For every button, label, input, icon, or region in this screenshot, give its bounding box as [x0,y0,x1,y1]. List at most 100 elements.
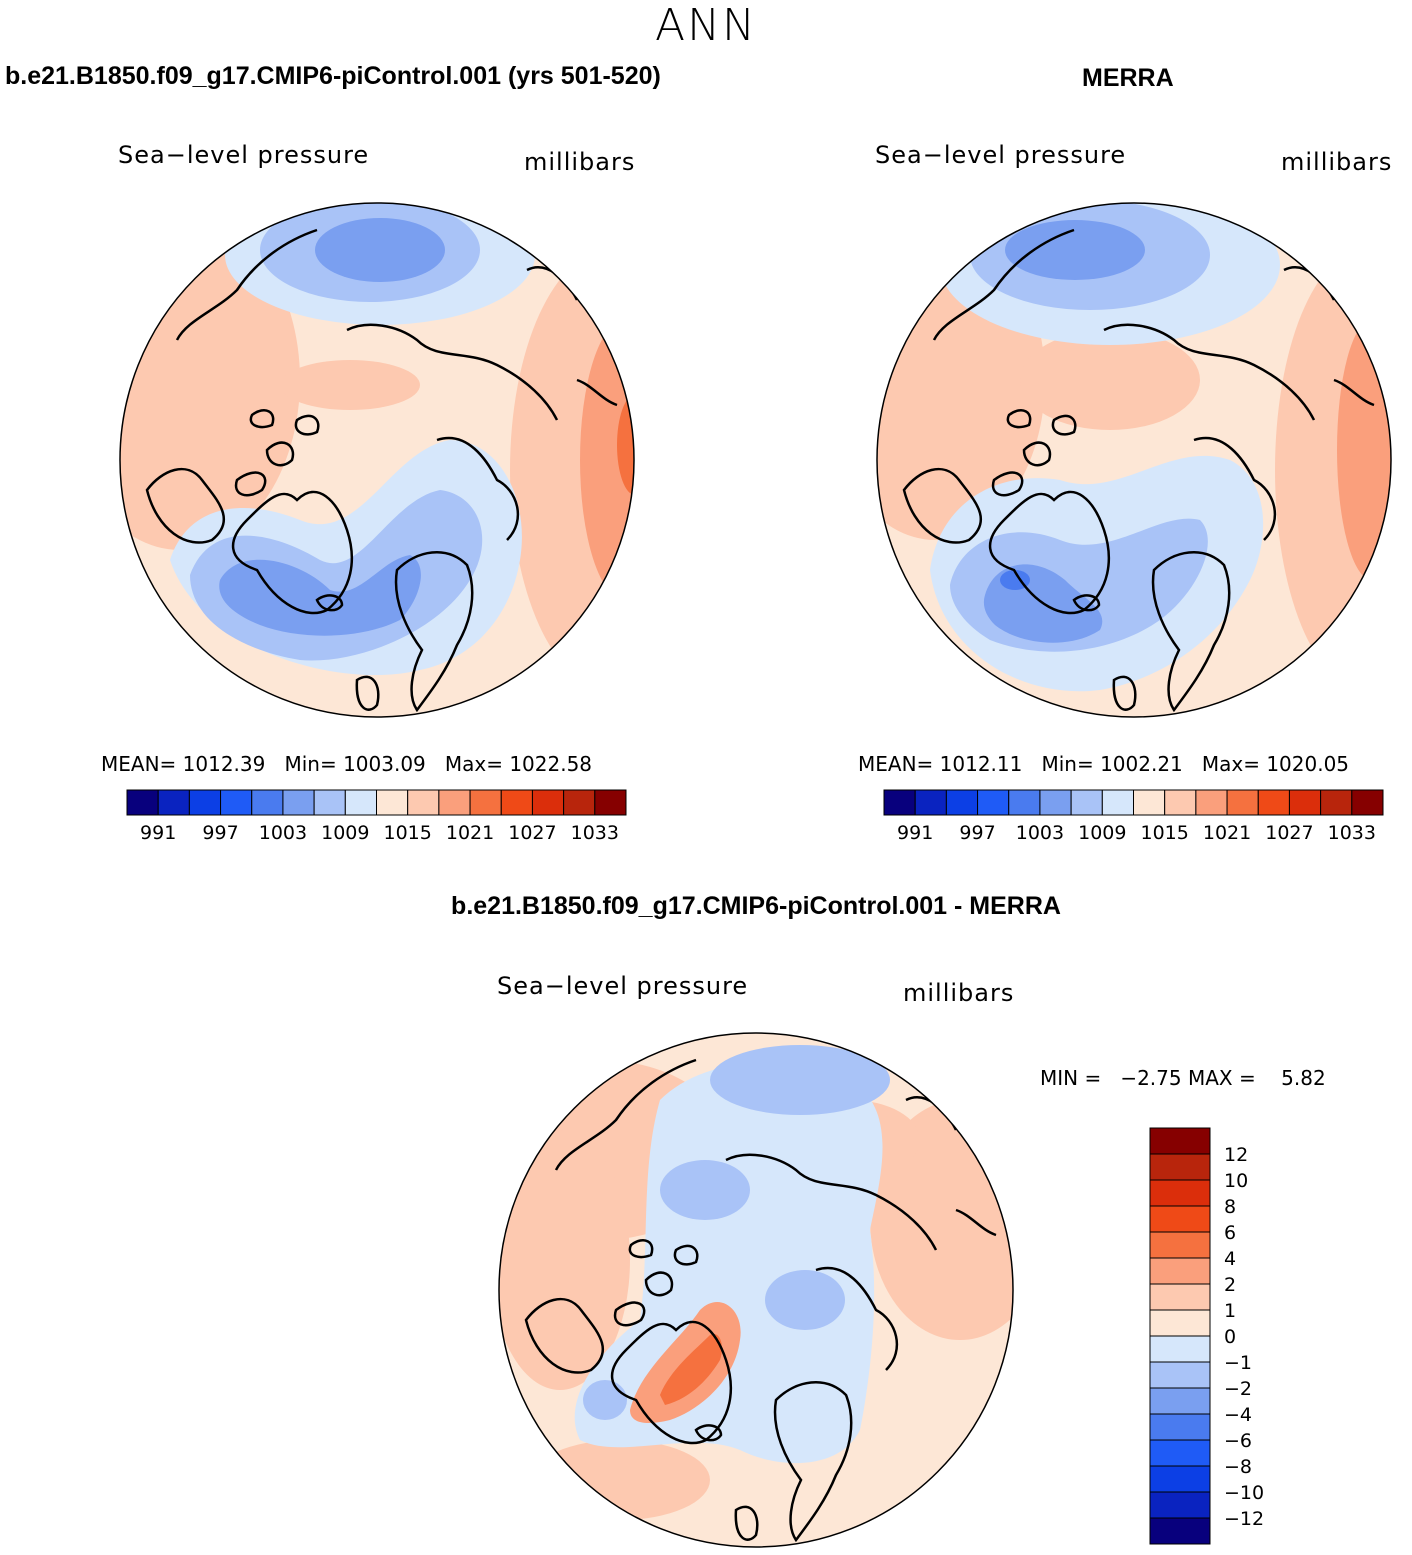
panel-1-colorbar-tick-label: 1021 [446,822,494,844]
difference-colorbar-tick-label: −4 [1224,1404,1252,1426]
panel-2-colorbar-tick-label: 1009 [1078,822,1126,844]
panel-1-map-boundary [119,202,635,718]
difference-colorbar-tick-label: −6 [1224,1430,1252,1452]
panel-2-colorbar-color-swatch [1133,789,1166,816]
difference-colorbar-tick-label: −10 [1224,1482,1264,1504]
panel-1-colorbar: 991 997 1003 1009 1015 1021 1027 1033 [126,789,627,844]
panel-2-colorbar-color-swatch [1101,789,1134,816]
min-value: 1002.21 [1100,752,1183,776]
difference-colorbar-swatch [1149,1465,1211,1493]
mean-label: MEAN= [101,752,177,776]
panel-1-colorbar-color-swatch [282,789,315,816]
difference-colorbar-swatch [1149,1153,1211,1181]
difference-colorbar-swatch [1149,1257,1211,1285]
difference-colorbar-swatch [1149,1127,1211,1155]
min-value: 1003.09 [343,752,426,776]
panel-1-units-label: millibars [524,148,636,176]
difference-colorbar-tick-label: 1 [1224,1300,1236,1322]
panel-1-colorbar-tick-label: 991 [140,822,176,844]
difference-colorbar-tick-label: −1 [1224,1352,1252,1374]
difference-colorbar-tick-label: 2 [1224,1274,1236,1296]
panel-2-stats: MEAN= 1012.11 Min= 1002.21 Max= 1020.05 [858,752,1349,776]
panel-2-colorbar-color-swatch [1257,789,1290,816]
difference-colorbar-swatch [1149,1517,1211,1545]
difference-colorbar-tick-label: 8 [1224,1196,1236,1218]
panel-1-colorbar-color-swatch [594,789,627,816]
panel-2-colorbar-tick-label: 1033 [1328,822,1376,844]
panel-2-colorbar-tick-label: 991 [897,822,933,844]
figure-title: ANN [655,0,757,51]
panel-2-title: MERRA [1082,64,1174,92]
panel-1-colorbar-color-swatch [407,789,440,816]
difference-colorbar-tick-label: 12 [1224,1144,1248,1166]
panel-1-colorbar-color-swatch [563,789,596,816]
difference-colorbar-tick-label: 10 [1224,1170,1248,1192]
panel-1-colorbar-color-swatch [251,789,284,816]
difference-colorbar-tick-label: −2 [1224,1378,1252,1400]
difference-colorbar-swatch [1149,1179,1211,1207]
panel-1-colorbar-color-swatch [500,789,533,816]
min-label: Min= [284,752,337,776]
min-label: MIN = [1040,1066,1102,1090]
panel-2-colorbar-color-swatch [945,789,979,816]
panel-1-colorbar-tick-label: 1033 [571,822,619,844]
panel-3-stats: MIN = −2.75 MAX = 5.82 [1040,1066,1326,1090]
panel-1-colorbar-color-swatch [438,789,471,816]
panel-1-colorbar-tick-label: 1009 [321,822,369,844]
difference-colorbar-swatch [1149,1491,1211,1519]
mean-value: 1012.39 [182,752,266,776]
difference-colorbar-tick-label: −8 [1224,1456,1252,1478]
panel-1-colorbar-color-swatch [344,789,377,816]
min-value: −2.75 [1120,1066,1182,1090]
panel-2-colorbar-tick-label: 1021 [1203,822,1251,844]
panel-1-title: b.e21.B1850.f09_g17.CMIP6-piControl.001 … [5,62,661,90]
max-label: Max= [444,752,503,776]
max-label: MAX = [1187,1066,1256,1090]
max-value: 1020.05 [1266,752,1350,776]
panel-2-colorbar-color-swatch [1320,789,1353,816]
mean-label: MEAN= [858,752,934,776]
difference-colorbar-tick-label: 4 [1224,1248,1236,1270]
panel-2-colorbar-color-swatch [977,789,1010,816]
panel-1-variable-label: Sea−level pressure [118,141,370,169]
difference-colorbar-swatch [1149,1231,1211,1259]
difference-colorbar-swatch [1149,1361,1211,1389]
max-value: 5.82 [1281,1066,1326,1090]
panel-1-colorbar-color-swatch [531,789,565,816]
panel-2-units-label: millibars [1281,148,1393,176]
panel-2-colorbar-color-swatch [1195,789,1228,816]
panel-1-colorbar-color-swatch [469,789,502,816]
panel-2-colorbar-color-swatch [1226,789,1259,816]
mean-value: 1012.11 [939,752,1023,776]
panel-2-colorbar-color-swatch [1070,789,1103,816]
panel-2-colorbar-tick-label: 997 [959,822,995,844]
difference-colorbar-tick-label: 0 [1224,1326,1236,1348]
panel-2-colorbar-tick-label: 1027 [1265,822,1313,844]
difference-colorbar-swatch [1149,1387,1211,1415]
panel-1-stats: MEAN= 1012.39 Min= 1003.09 Max= 1022.58 [101,752,592,776]
panel-2-colorbar-color-swatch [1288,789,1322,816]
panel-3-variable-label: Sea−level pressure [497,972,749,1000]
panel-2-colorbar-color-swatch [1039,789,1072,816]
max-label: Max= [1201,752,1260,776]
difference-colorbar-swatch [1149,1335,1211,1363]
panel-1-colorbar-tick-label: 1027 [508,822,556,844]
panel-2-map-boundary [876,202,1392,718]
panel-1-colorbar-color-swatch [126,789,159,816]
difference-colorbar-swatch [1149,1439,1211,1467]
panel-2-colorbar-color-swatch [1164,789,1197,816]
panel-2-colorbar-tick-label: 1015 [1141,822,1189,844]
panel-1-colorbar-tick-label: 1015 [384,822,432,844]
panel-1-colorbar-color-swatch [220,789,253,816]
panel-2-colorbar-color-swatch [1351,789,1384,816]
panel-2-colorbar-color-swatch [1008,789,1041,816]
difference-colorbar-swatch [1149,1413,1211,1441]
panel-2-colorbar-color-swatch [883,789,916,816]
difference-colorbar-tick-label: 6 [1224,1222,1236,1244]
max-value: 1022.58 [509,752,593,776]
panel-1-colorbar-color-swatch [313,789,346,816]
panel-3-title: b.e21.B1850.f09_g17.CMIP6-piControl.001 … [451,892,1061,920]
difference-colorbar-swatch [1149,1283,1211,1311]
difference-colorbar-tick-label: −12 [1224,1508,1264,1530]
